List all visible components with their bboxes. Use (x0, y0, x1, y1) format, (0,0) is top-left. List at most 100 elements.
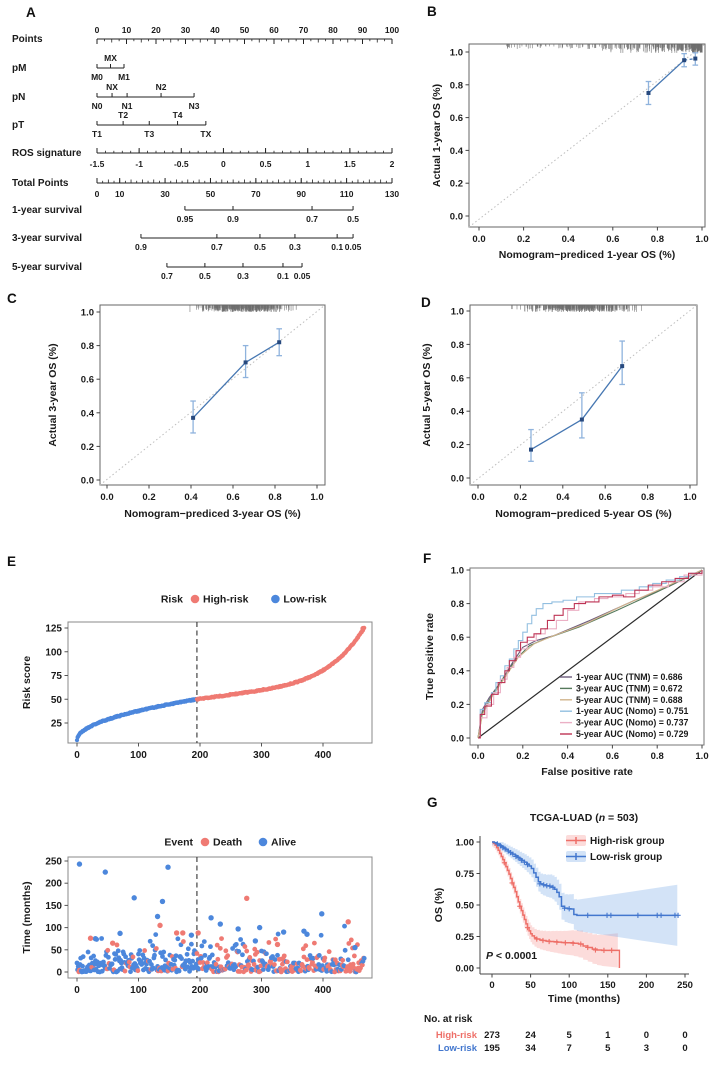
svg-text:0: 0 (221, 159, 226, 169)
svg-text:200: 200 (638, 980, 654, 991)
nomogram-row-3: pT T2 T4 T1 T3 TX (12, 110, 212, 139)
svg-text:300: 300 (253, 985, 270, 996)
svg-text:1.0: 1.0 (451, 307, 464, 318)
svg-text:0.05: 0.05 (345, 242, 362, 252)
svg-text:MX: MX (104, 53, 117, 63)
at-risk-table: No. at risk High-risk 273 24 5 1 0 0 Low-risk 195… (424, 1014, 688, 1054)
nomogram-row-6: 1-year survival 0.95 0.9 0.7 0.5 (12, 205, 359, 224)
svg-text:195: 195 (484, 1043, 501, 1054)
svg-text:0.0: 0.0 (451, 474, 464, 485)
nomogram-row-7: 3-year survival 0.9 0.7 0.5 0.3 0.1 0.05 (12, 233, 362, 252)
svg-text:200: 200 (45, 879, 62, 890)
risk-legend: Risk High-risk Low-risk (161, 594, 327, 606)
svg-text:True positive rate: True positive rate (424, 613, 436, 700)
svg-text:3-year survival: 3-year survival (12, 233, 82, 244)
calibration-5yr-chart: 0.0 0.0 0.2 0.2 0.4 0.4 0.6 0.6 0.8 0.8 1.0 1.0 Nomo… (421, 304, 698, 521)
svg-text:200: 200 (192, 750, 209, 761)
calibration-plot (99, 304, 326, 486)
svg-text:0.2: 0.2 (516, 751, 529, 762)
rug-marks (506, 44, 703, 53)
panel-label-a: A (26, 5, 36, 20)
svg-text:0.8: 0.8 (450, 80, 463, 91)
svg-text:0.8: 0.8 (651, 234, 664, 245)
calibration-1yr-chart: 0.0 0.0 0.2 0.2 0.4 0.4 0.6 0.6 0.8 0.8 1.0 1.0 Nomo… (431, 43, 709, 261)
svg-text:Death: Death (213, 837, 242, 849)
svg-text:0.2: 0.2 (517, 234, 530, 245)
svg-text:75: 75 (51, 671, 63, 682)
svg-text:0.1: 0.1 (277, 271, 289, 281)
svg-text:1: 1 (305, 159, 310, 169)
svg-text:-1.5: -1.5 (90, 159, 105, 169)
svg-text:TCGA-LUAD (n = 503): TCGA-LUAD (n = 503) (530, 812, 638, 824)
svg-text:0.05: 0.05 (294, 271, 311, 281)
svg-text:-0.5: -0.5 (174, 159, 189, 169)
svg-text:0.00: 0.00 (456, 964, 475, 975)
svg-text:0.0: 0.0 (451, 734, 464, 745)
svg-text:250: 250 (677, 980, 693, 991)
svg-text:5-year survival: 5-year survival (12, 262, 82, 273)
svg-text:pT: pT (12, 120, 24, 131)
axes: 0.0 0.0 0.2 0.2 0.4 0.4 0.6 0.6 0.8 0.8 1.0 1.0 Nomo… (421, 307, 697, 521)
svg-text:0: 0 (95, 189, 100, 199)
svg-text:pN: pN (12, 92, 25, 103)
svg-text:0.6: 0.6 (450, 113, 463, 124)
svg-text:0.3: 0.3 (289, 242, 301, 252)
svg-text:0.25: 0.25 (456, 932, 475, 943)
svg-text:0.8: 0.8 (81, 341, 94, 352)
svg-text:1.0: 1.0 (451, 566, 464, 577)
svg-text:0: 0 (644, 1030, 649, 1041)
svg-text:300: 300 (253, 750, 270, 761)
svg-text:0.4: 0.4 (451, 666, 465, 677)
svg-text:1.00: 1.00 (456, 838, 475, 849)
svg-text:0.0: 0.0 (81, 476, 94, 487)
svg-text:70: 70 (299, 25, 309, 35)
svg-text:20: 20 (151, 25, 161, 35)
svg-text:Actual 5-year OS (%): Actual 5-year OS (%) (421, 343, 433, 446)
svg-text:0.9: 0.9 (227, 214, 239, 224)
svg-text:0: 0 (95, 25, 100, 35)
panel-label-g: G (427, 795, 438, 810)
svg-text:pM: pM (12, 63, 26, 74)
svg-text:90: 90 (358, 25, 368, 35)
svg-text:70: 70 (251, 189, 261, 199)
svg-text:Nomogram−prediced 1-year OS (%: Nomogram−prediced 1-year OS (%) (499, 249, 676, 261)
svg-text:5-year AUC (TNM) = 0.688: 5-year AUC (TNM) = 0.688 (576, 695, 683, 705)
calibration-plot (469, 304, 698, 486)
svg-text:Low-risk: Low-risk (438, 1043, 478, 1054)
svg-text:400: 400 (315, 750, 332, 761)
svg-text:Nomogram−prediced 3-year OS (%: Nomogram−prediced 3-year OS (%) (124, 508, 301, 520)
svg-text:50: 50 (525, 980, 536, 991)
svg-text:0.8: 0.8 (268, 492, 281, 503)
svg-text:0.6: 0.6 (451, 373, 464, 384)
svg-text:Risk score: Risk score (21, 656, 33, 709)
svg-text:130: 130 (385, 189, 399, 199)
svg-text:P < 0.0001: P < 0.0001 (486, 950, 537, 962)
calibration-series (645, 52, 699, 106)
nomogram-row-8: 5-year survival 0.7 0.5 0.3 0.1 0.05 (12, 262, 311, 281)
svg-text:50: 50 (206, 189, 216, 199)
svg-text:High-risk group: High-risk group (590, 836, 664, 847)
panel-label-d: D (421, 295, 431, 310)
panel-label-f: F (423, 551, 432, 566)
nomogram-row-4: ROS signature -1.5 -1 -0.5 0 0.5 1 1.5 2 (12, 148, 395, 169)
event-legend: Event Death Alive (164, 837, 296, 849)
svg-text:100: 100 (561, 980, 577, 991)
rug-marks (189, 305, 297, 312)
roc-curves-chart: 0.0 0.0 0.2 0.2 0.4 0.4 0.6 0.6 0.8 0.8 1.0 1.0 Fals… (424, 566, 709, 779)
svg-text:24: 24 (525, 1030, 536, 1041)
rug-marks (511, 305, 642, 312)
svg-text:0.0: 0.0 (472, 234, 485, 245)
svg-text:0.2: 0.2 (514, 492, 527, 503)
svg-text:125: 125 (45, 624, 62, 635)
svg-text:M0: M0 (91, 72, 103, 82)
svg-text:0: 0 (74, 750, 80, 761)
svg-text:273: 273 (484, 1030, 500, 1041)
svg-text:0.50: 0.50 (456, 901, 475, 912)
svg-text:N1: N1 (122, 101, 133, 111)
svg-text:1-year AUC (TNM) = 0.686: 1-year AUC (TNM) = 0.686 (576, 672, 683, 682)
svg-text:M1: M1 (118, 72, 130, 82)
svg-text:0.6: 0.6 (606, 234, 619, 245)
roc-series (477, 569, 703, 739)
